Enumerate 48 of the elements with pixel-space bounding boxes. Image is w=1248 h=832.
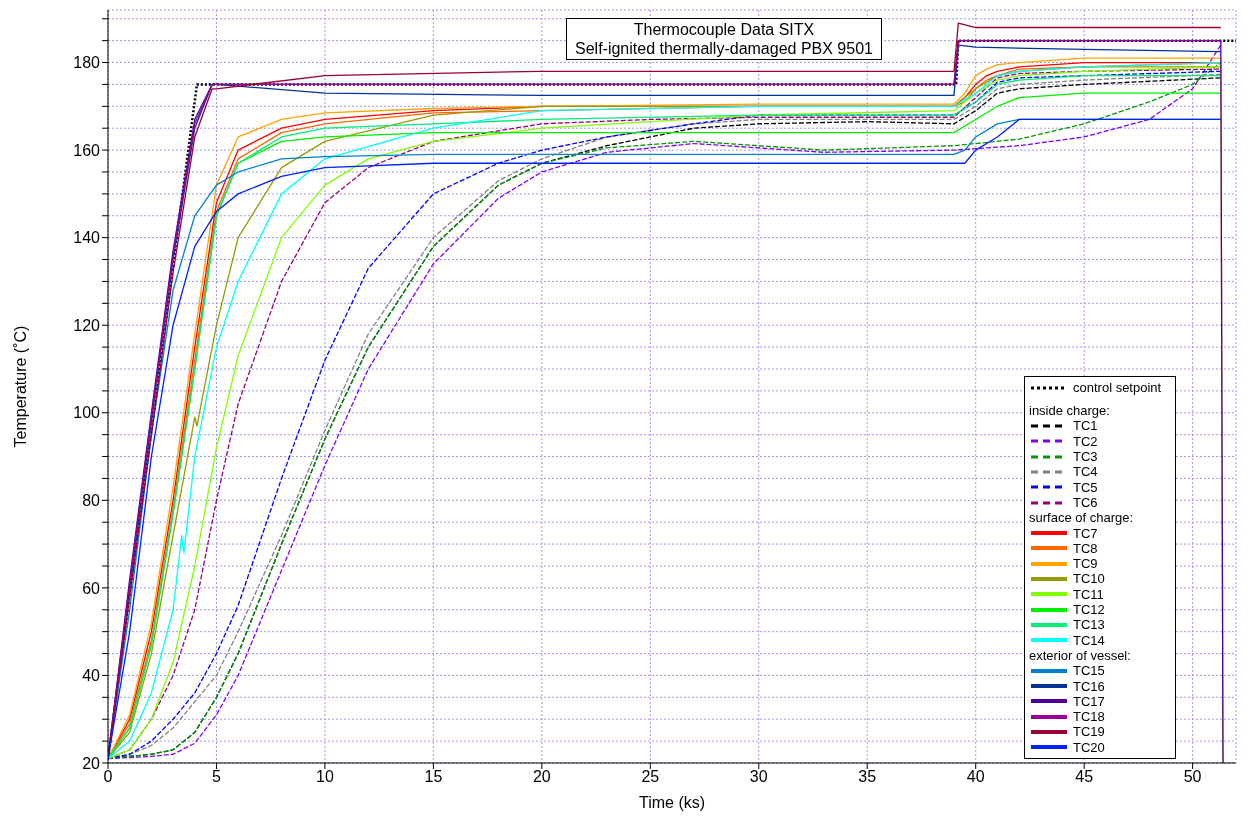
legend-label: TC8	[1073, 540, 1098, 557]
y-tick-label: 20	[82, 754, 101, 772]
x-tick-label: 30	[749, 768, 768, 786]
y-tick-label: 120	[73, 316, 101, 334]
legend-label: TC1	[1073, 418, 1098, 434]
legend-label: TC14	[1073, 632, 1105, 648]
y-tick-label: 180	[73, 54, 101, 72]
legend-label: control setpoint	[1073, 379, 1162, 396]
y-tick-label: 140	[73, 229, 101, 247]
legend-label: TC2	[1073, 433, 1098, 450]
legend-label: TC4	[1073, 464, 1098, 480]
x-tick-label: 25	[641, 768, 660, 786]
y-tick-label: 60	[82, 579, 101, 597]
legend-label: TC18	[1073, 709, 1105, 725]
text: Thermocouple Data SITX	[632, 20, 816, 39]
legend-label: TC15	[1073, 663, 1105, 679]
y-tick-label: 40	[82, 667, 101, 685]
legend-label: TC17	[1073, 693, 1105, 710]
text: Self-ignited thermally-damaged PBX 9501	[575, 39, 873, 58]
legend-label: TC19	[1073, 724, 1105, 740]
legend-label: TC20	[1073, 739, 1105, 755]
x-tick-label: 35	[858, 768, 877, 786]
legend-label: TC7	[1073, 525, 1098, 541]
y-tick-label: 80	[82, 492, 101, 510]
legend-label: TC3	[1073, 449, 1098, 465]
legend-label: TC16	[1073, 678, 1105, 694]
x-tick-label: 50	[1183, 768, 1202, 786]
x-tick-label: 40	[966, 768, 985, 786]
x-tick-label: 15	[424, 768, 443, 786]
legend-label: TC9	[1073, 556, 1098, 572]
y-axis-title: Temperature (˚C)	[11, 325, 29, 448]
legend-label: TC13	[1073, 617, 1105, 633]
annotation: inside charge:	[1029, 403, 1111, 419]
x-tick-label: 0	[103, 768, 113, 786]
legend-label: TC5	[1073, 479, 1098, 495]
legend-label: TC12	[1073, 602, 1105, 618]
legend-label: TC6	[1073, 494, 1098, 511]
x-axis-title: Time (ks)	[638, 794, 706, 811]
x-tick-label: 45	[1075, 768, 1094, 786]
x-tick-label: 20	[532, 768, 551, 786]
x-tick-label: 10	[316, 768, 334, 786]
y-tick-label: 100	[73, 404, 101, 422]
x-tick-label: 5	[212, 768, 222, 786]
y-tick-label: 160	[73, 141, 101, 159]
annotation: exterior of vessel:	[1029, 647, 1132, 664]
legend-label: TC10	[1073, 571, 1105, 587]
legend-label: TC11	[1073, 586, 1104, 603]
annotation: surface of charge:	[1029, 510, 1135, 526]
